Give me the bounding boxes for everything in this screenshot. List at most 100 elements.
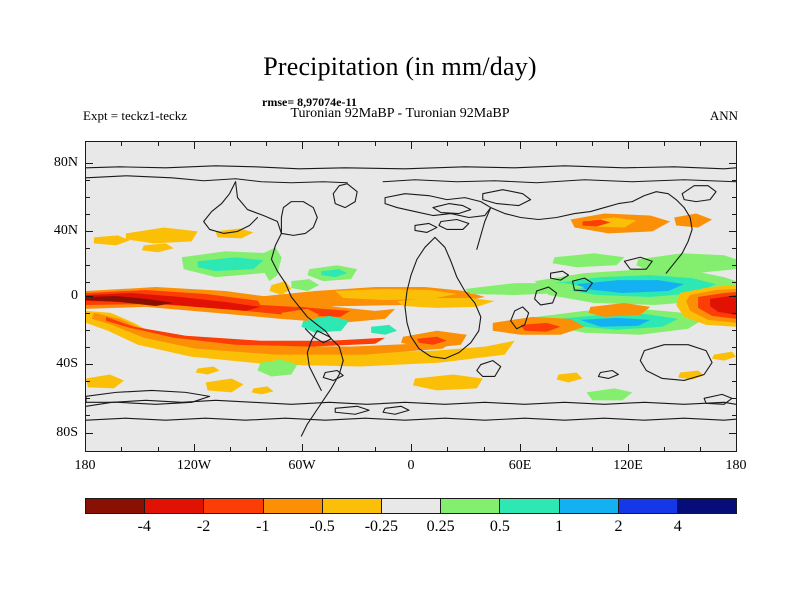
precipitation-anomaly-map (86, 142, 736, 451)
colorbar-segments (85, 498, 737, 514)
colorbar-segment-0 (86, 499, 145, 513)
x-tick-top (194, 141, 195, 149)
x-tick-top-minor (230, 141, 231, 146)
colorbar-tick-label: -4 (137, 518, 151, 535)
colorbar-segment-9 (617, 499, 677, 513)
x-tick-60E (520, 444, 521, 452)
y-axis-label-40N: 40N (53, 223, 78, 238)
colorbar-segment-8 (558, 499, 618, 513)
rmse-annotation: rmse= 8,97074e-11 (262, 95, 357, 109)
colorbar-tick-label: 2 (614, 518, 623, 535)
x-tick-top (628, 141, 629, 149)
x-tick-top-minor (700, 141, 701, 146)
x-axis-label-120E: 120E (613, 458, 643, 473)
colorbar-tick-label: 0.5 (489, 518, 510, 535)
x-tick-minor (375, 447, 376, 452)
y-tick-80S (85, 433, 93, 434)
colorbar-segment-7 (499, 499, 559, 513)
y-tick-right-minor (732, 347, 737, 348)
colorbar-segment-2 (203, 499, 263, 513)
x-tick-minor (484, 447, 485, 452)
y-axis-label-80S: 80S (56, 425, 78, 440)
x-axis-label-180W: 180 (74, 458, 96, 473)
x-tick-top-minor (556, 141, 557, 146)
coastline-overlay (86, 165, 736, 437)
x-tick-top (411, 141, 412, 149)
colorbar-segment-10 (676, 499, 737, 513)
colorbar-segment-6 (440, 499, 500, 513)
page-title: Precipitation (in mm/day) (263, 52, 537, 81)
x-tick-top-minor (338, 141, 339, 146)
y-tick-minor (85, 313, 90, 314)
x-tick-minor (158, 447, 159, 452)
map-plot-area (85, 141, 737, 452)
colorbar (85, 498, 737, 514)
colorbar-segment-1 (144, 499, 204, 513)
y-tick-minor (85, 214, 90, 215)
colorbar-tick-label: -2 (196, 518, 211, 535)
y-tick-40S (85, 364, 93, 365)
x-axis-label-60E: 60E (508, 458, 532, 473)
y-tick-right-minor (732, 282, 737, 283)
y-tick-right (729, 163, 737, 164)
y-tick-right (729, 433, 737, 434)
x-tick-0 (411, 444, 412, 452)
y-tick-minor (85, 415, 90, 416)
x-tick-minor (230, 447, 231, 452)
x-tick-120W (194, 444, 195, 452)
x-tick-60W (302, 444, 303, 452)
x-tick-minor (592, 447, 593, 452)
x-tick-top-minor (484, 141, 485, 146)
y-tick-minor (85, 347, 90, 348)
x-tick-minor (266, 447, 267, 452)
x-tick-180E (736, 444, 737, 452)
y-tick-minor (85, 197, 90, 198)
y-tick-0 (85, 296, 93, 297)
x-tick-top (520, 141, 521, 149)
x-tick-top-minor (592, 141, 593, 146)
y-tick-right-minor (732, 415, 737, 416)
x-tick-top-minor (447, 141, 448, 146)
colorbar-segment-4 (321, 499, 381, 513)
colorbar-tick-label: -0.25 (364, 518, 399, 535)
x-tick-top-minor (266, 141, 267, 146)
colorbar-tick-label: -0.5 (309, 518, 335, 535)
experiment-label: Expt = teckz1-teckz (83, 108, 188, 123)
x-tick-minor (556, 447, 557, 452)
x-tick-minor (338, 447, 339, 452)
y-tick-minor (85, 398, 90, 399)
x-axis-label-180E: 180 (725, 458, 747, 473)
y-tick-minor (85, 381, 90, 382)
x-axis-label-60W: 60W (288, 458, 316, 473)
season-label: ANN (709, 108, 738, 123)
x-tick-top-minor (664, 141, 665, 146)
y-tick-minor (85, 265, 90, 266)
y-tick-minor (85, 330, 90, 331)
x-tick-top-minor (375, 141, 376, 146)
y-tick-right-minor (732, 197, 737, 198)
y-tick-right-minor (732, 214, 737, 215)
y-tick-right (729, 364, 737, 365)
y-axis-label-80N: 80N (53, 155, 78, 170)
x-axis-label-0: 0 (407, 458, 415, 473)
y-tick-right (729, 296, 737, 297)
x-tick-180W (85, 444, 86, 452)
y-tick-right-minor (732, 313, 737, 314)
y-tick-right-minor (732, 330, 737, 331)
y-tick-minor (85, 180, 90, 181)
y-tick-right-minor (732, 265, 737, 266)
run-comparison-label: Turonian 92MaBP - Turonian 92MaBP (290, 106, 510, 121)
x-tick-minor (121, 447, 122, 452)
x-tick-top-minor (121, 141, 122, 146)
y-tick-right (729, 231, 737, 232)
y-tick-minor (85, 248, 90, 249)
x-tick-120E (628, 444, 629, 452)
colorbar-segment-3 (262, 499, 322, 513)
x-tick-minor (447, 447, 448, 452)
y-tick-minor (85, 282, 90, 283)
colorbar-tick-label: 0.25 (426, 518, 455, 535)
x-tick-minor (700, 447, 701, 452)
colorbar-segment-5 (380, 499, 441, 513)
x-tick-top (302, 141, 303, 149)
y-tick-right-minor (732, 248, 737, 249)
